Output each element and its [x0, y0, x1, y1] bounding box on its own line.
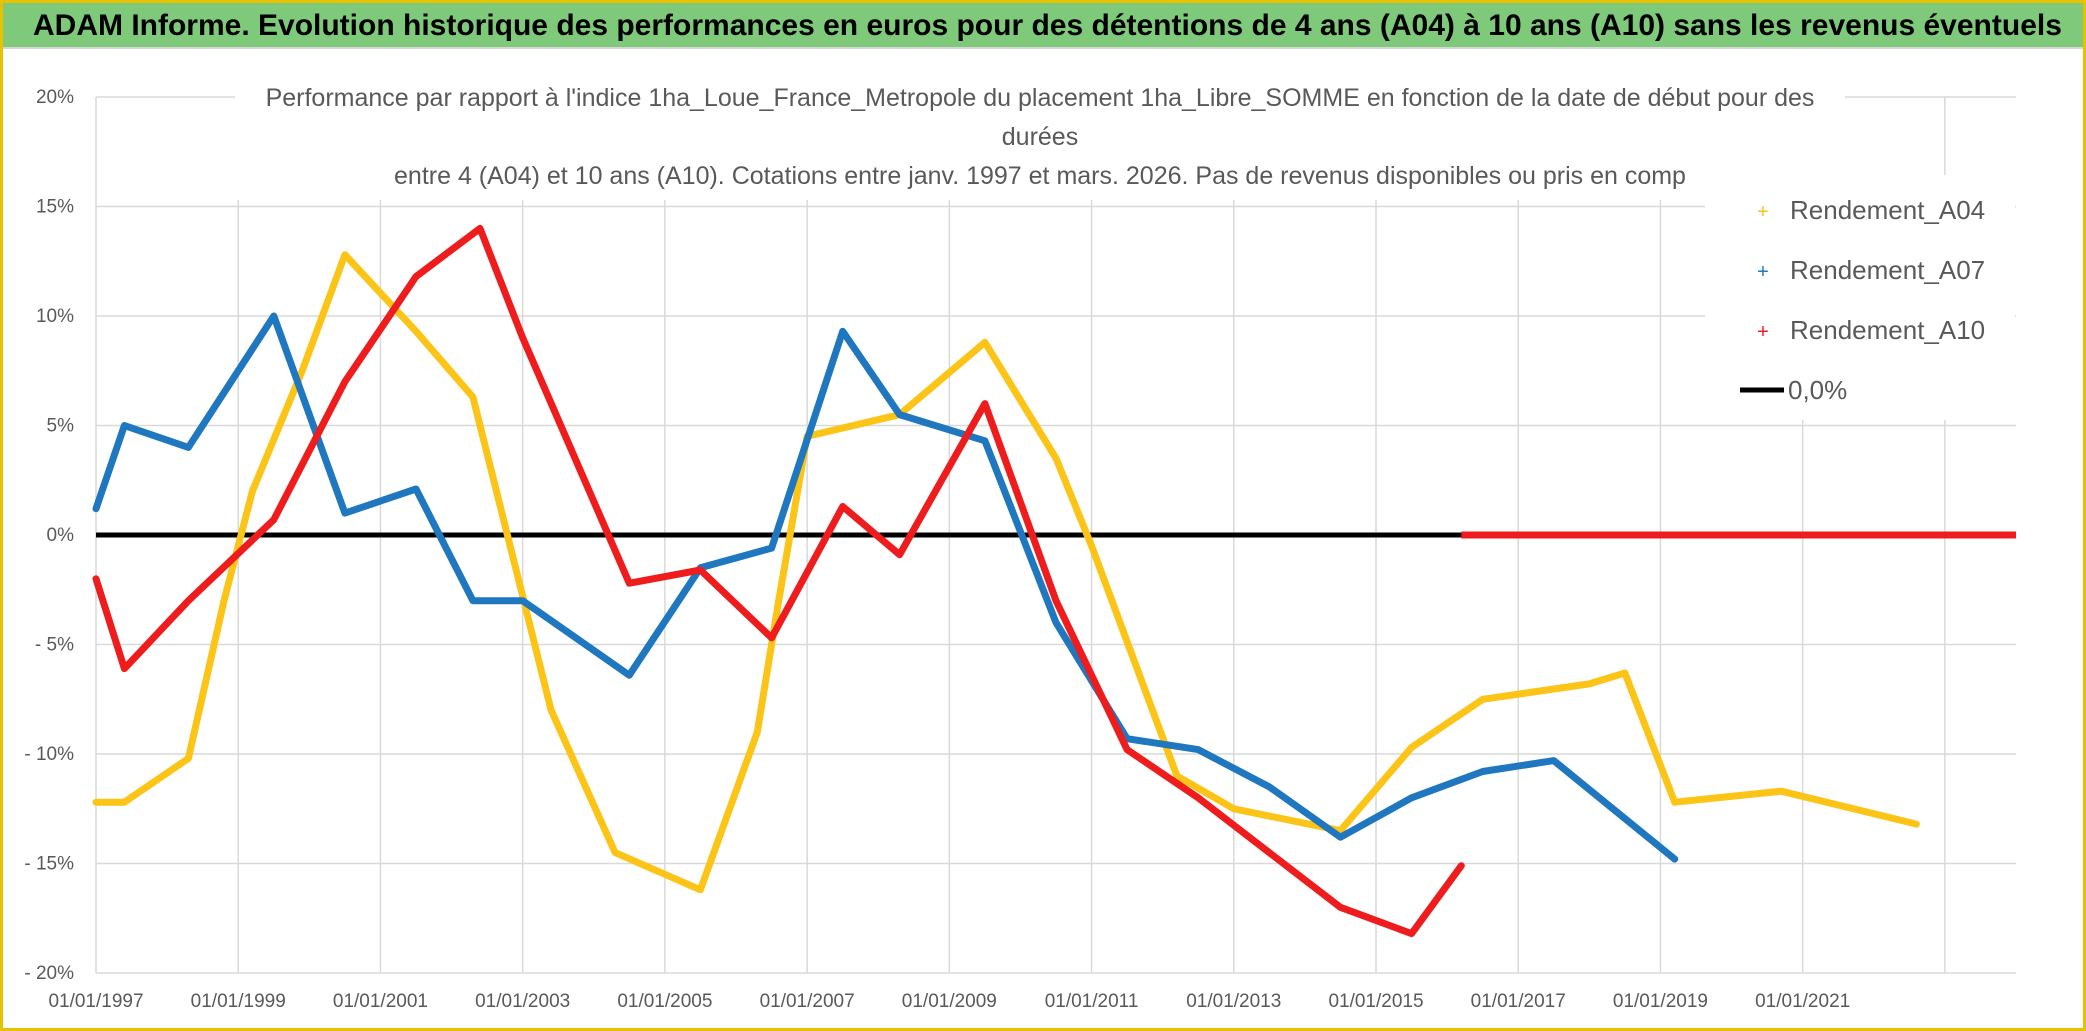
chart-title-line-2: durées [1002, 123, 1078, 151]
y-tick-label: - 20% [24, 963, 74, 984]
y-tick-label: - 10% [24, 744, 74, 765]
series-line-a04 [92, 251, 1920, 894]
x-tick-label: 01/01/2011 [1045, 991, 1139, 1012]
y-axis-ticks: 20% 15% 10% 5% 0% - 5% - 10% - 15% - 20% [24, 87, 74, 984]
series-line-a07 [92, 312, 1679, 863]
legend-label-a07: Rendement_A07 [1790, 255, 1985, 285]
x-tick-label: 01/01/1999 [191, 991, 286, 1012]
x-tick-label: 01/01/2001 [333, 991, 428, 1012]
chart-title-line-3: entre 4 (A04) et 10 ans (A10). Cotations… [394, 162, 1686, 190]
series [92, 224, 2016, 938]
x-tick-label: 01/01/2017 [1471, 991, 1566, 1012]
y-tick-label: 20% [36, 87, 74, 108]
series-line-a10 [92, 224, 1465, 938]
x-tick-label: 01/01/2015 [1328, 991, 1423, 1012]
x-tick-label: 01/01/2003 [475, 991, 570, 1012]
legend-label-a10: Rendement_A10 [1790, 315, 1985, 345]
x-tick-label: 01/01/2021 [1755, 991, 1850, 1012]
x-tick-label: 01/01/2009 [902, 991, 997, 1012]
x-tick-label: 01/01/2005 [617, 991, 712, 1012]
y-tick-label: 15% [36, 197, 74, 218]
page-title: ADAM Informe. Evolution historique des p… [3, 3, 2083, 49]
y-tick-label: - 5% [35, 635, 74, 656]
y-tick-label: 5% [47, 416, 75, 437]
x-axis-ticks: 01/01/1997 01/01/1999 01/01/2001 01/01/2003… [48, 991, 1850, 1012]
chart-title: Performance par rapport à l'indice 1ha_L… [235, 75, 1845, 200]
x-tick-label: 01/01/2019 [1613, 991, 1708, 1012]
legend-marker-a04: + [1757, 201, 1769, 223]
y-tick-label: 0% [47, 525, 75, 546]
x-tick-label: 01/01/1997 [48, 991, 143, 1012]
legend-label-a04: Rendement_A04 [1790, 195, 1985, 225]
legend: + Rendement_A04 + Rendement_A07 + Rendem… [1705, 175, 2015, 420]
legend-marker-a07: + [1757, 261, 1769, 283]
legend-label-zero: 0,0% [1788, 375, 1847, 405]
x-tick-label: 01/01/2007 [760, 991, 855, 1012]
chart-title-line-1: Performance par rapport à l'indice 1ha_L… [266, 84, 1815, 112]
x-tick-label: 01/01/2013 [1186, 991, 1281, 1012]
y-tick-label: - 15% [24, 854, 74, 875]
y-tick-label: 10% [36, 306, 74, 327]
legend-marker-a10: + [1757, 321, 1769, 343]
